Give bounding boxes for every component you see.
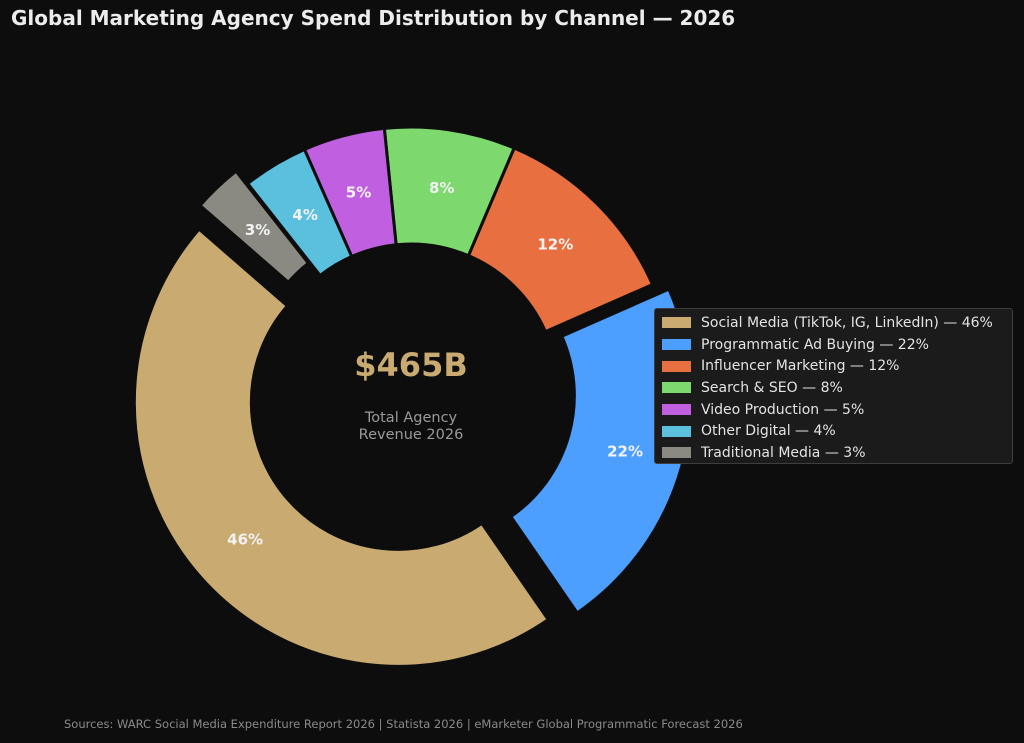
legend-swatch [662, 339, 691, 351]
slice-percent-label: 12% [537, 236, 573, 254]
center-total-value: $465B [354, 346, 467, 384]
center-caption-line-1: Total Agency [364, 410, 458, 426]
slice-percent-label: 8% [429, 179, 454, 197]
chart-title: Global Marketing Agency Spend Distributi… [11, 6, 736, 30]
donut-slice [245, 147, 354, 278]
legend-swatch [662, 360, 691, 372]
legend-label: Social Media (TikTok, IG, LinkedIn) — 46… [701, 314, 993, 331]
slice-percent-label: 5% [346, 183, 371, 201]
legend-swatch [662, 447, 691, 459]
legend-swatch [662, 425, 691, 437]
legend-swatch [662, 317, 691, 329]
legend-label: Other Digital — 4% [701, 423, 836, 440]
legend-item: Other Digital — 4% [662, 420, 1012, 442]
source-note: Sources: WARC Social Media Expenditure R… [64, 717, 743, 731]
legend-item: Influencer Marketing — 12% [662, 355, 1012, 377]
slice-percent-label: 22% [607, 443, 643, 461]
donut-slice [508, 287, 693, 616]
legend-swatch [662, 404, 691, 416]
legend-item: Social Media (TikTok, IG, LinkedIn) — 46… [662, 312, 1012, 334]
legend-label: Programmatic Ad Buying — 22% [701, 336, 929, 353]
legend-label: Search & SEO — 8% [701, 379, 843, 396]
legend-item: Search & SEO — 8% [662, 377, 1012, 399]
center-caption-line-2: Revenue 2026 [359, 427, 464, 443]
legend-label: Video Production — 5% [701, 401, 865, 418]
chart-legend: Social Media (TikTok, IG, LinkedIn) — 46… [654, 308, 1013, 464]
legend-label: Traditional Media — 3% [701, 444, 866, 461]
slice-percent-label: 3% [245, 221, 270, 239]
legend-item: Programmatic Ad Buying — 22% [662, 334, 1012, 356]
slice-percent-label: 4% [292, 206, 317, 224]
legend-label: Influencer Marketing — 12% [701, 358, 900, 375]
donut-slice [132, 227, 551, 668]
slice-percent-label: 46% [227, 530, 263, 548]
legend-item: Video Production — 5% [662, 399, 1012, 421]
donut-slice [197, 169, 311, 285]
legend-item: Traditional Media — 3% [662, 442, 1012, 464]
legend-swatch [662, 382, 691, 394]
